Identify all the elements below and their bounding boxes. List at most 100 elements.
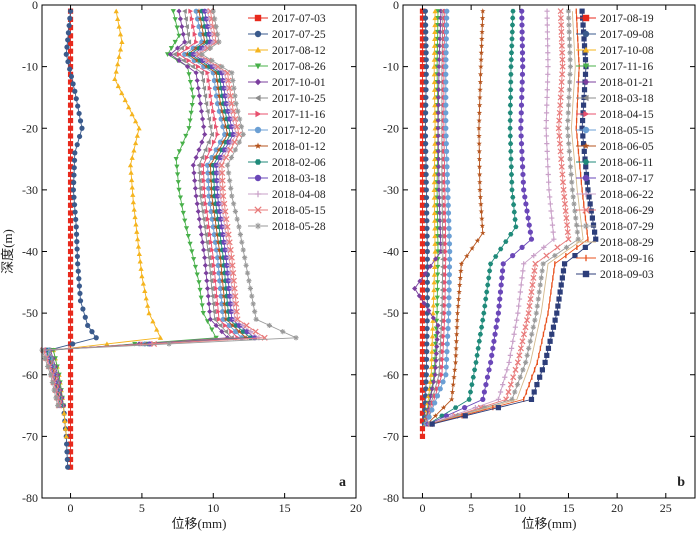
data-point	[434, 280, 441, 285]
legend-item: 2018-07-17	[576, 173, 654, 185]
data-point	[519, 338, 526, 345]
data-point	[212, 116, 218, 122]
data-point	[196, 23, 202, 30]
data-point	[209, 216, 215, 222]
data-point	[226, 285, 232, 292]
data-point	[204, 108, 210, 114]
data-point	[567, 57, 573, 63]
data-point	[67, 94, 74, 101]
data-point	[218, 293, 224, 299]
data-point	[219, 108, 225, 114]
data-point	[479, 325, 485, 330]
data-point	[516, 296, 523, 302]
data-point	[423, 94, 429, 101]
data-point	[519, 22, 525, 28]
data-point	[496, 303, 502, 309]
y-tick-label: -10	[22, 60, 38, 74]
data-point	[67, 8, 74, 14]
data-point	[229, 293, 236, 299]
data-point	[201, 124, 207, 130]
data-point	[422, 117, 429, 124]
data-point	[495, 405, 501, 411]
data-point	[196, 8, 202, 14]
data-point	[67, 64, 74, 70]
data-point	[204, 23, 211, 30]
data-point	[443, 356, 450, 362]
data-point	[176, 187, 182, 193]
data-point	[477, 94, 483, 100]
data-point	[180, 210, 186, 216]
data-point	[567, 79, 573, 85]
data-point	[221, 239, 227, 245]
data-point	[70, 187, 76, 193]
data-point	[512, 217, 518, 222]
data-point	[567, 50, 573, 56]
data-point	[514, 317, 520, 323]
data-point	[439, 372, 445, 378]
data-point	[194, 201, 200, 207]
data-point	[67, 456, 74, 463]
data-point	[222, 208, 229, 215]
data-point	[457, 275, 463, 281]
legend-item: 2017-08-26	[248, 61, 326, 73]
data-point	[233, 131, 239, 138]
data-point	[445, 194, 451, 201]
panel-a-axes: 0 5 10 15 20 0 -10 -20 -30 -40 -50 -60 -70 -80 位移(mm) 深…	[0, 0, 362, 531]
legend-item: 2018-03-18	[576, 93, 654, 105]
data-point	[472, 367, 478, 373]
data-point	[517, 289, 523, 295]
data-point	[510, 195, 516, 200]
data-point	[433, 351, 439, 357]
y-tick-label: -50	[383, 306, 399, 320]
data-point	[222, 247, 228, 253]
data-point	[443, 22, 450, 28]
y-tick-label: -20	[22, 121, 38, 135]
data-point	[228, 308, 234, 315]
data-point	[563, 244, 570, 250]
legend-label: 2018-05-28	[272, 221, 326, 233]
data-point	[568, 171, 574, 178]
data-point	[419, 287, 426, 293]
data-point	[67, 15, 73, 21]
data-point	[211, 255, 216, 261]
data-point	[467, 389, 474, 395]
data-point	[573, 215, 579, 221]
data-point	[494, 317, 500, 323]
data-point	[515, 310, 521, 316]
data-point	[219, 177, 226, 184]
data-point	[423, 156, 429, 162]
data-point	[115, 83, 121, 89]
legend-label: 2018-01-12	[272, 141, 326, 153]
data-point	[199, 208, 205, 215]
data-point	[140, 280, 146, 286]
data-point	[484, 374, 491, 380]
data-point	[227, 262, 233, 268]
data-point	[548, 208, 554, 214]
data-point	[67, 102, 74, 108]
data-point	[67, 264, 74, 270]
y-tick-label: -40	[22, 245, 38, 259]
data-point	[444, 179, 451, 185]
data-point	[526, 345, 532, 351]
data-point	[210, 247, 215, 253]
data-point	[225, 231, 232, 238]
data-point	[218, 216, 224, 222]
data-point	[513, 224, 519, 230]
data-point	[531, 267, 538, 274]
data-point	[493, 324, 499, 330]
data-point	[566, 148, 572, 154]
data-point	[67, 333, 74, 339]
data-point	[423, 141, 429, 147]
data-point	[419, 302, 426, 309]
data-point	[215, 239, 221, 245]
data-point	[566, 141, 572, 147]
data-point	[197, 193, 203, 199]
data-point	[475, 346, 481, 351]
data-point	[508, 57, 514, 62]
data-point	[440, 349, 446, 355]
data-point	[216, 316, 222, 322]
data-point	[546, 187, 552, 193]
data-point	[199, 154, 205, 161]
data-point	[244, 329, 250, 335]
data-point	[557, 15, 564, 22]
